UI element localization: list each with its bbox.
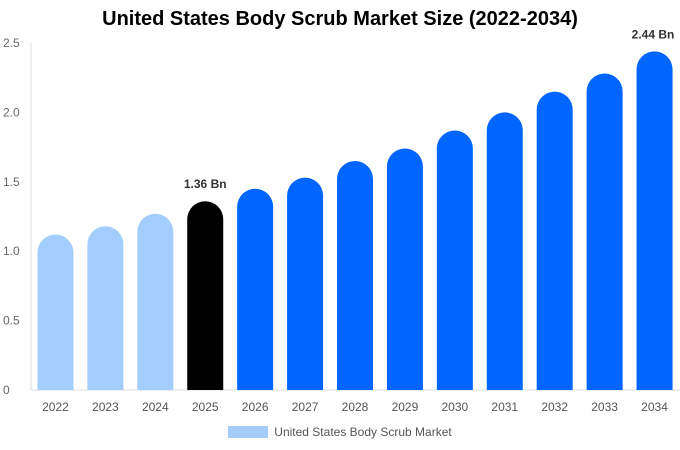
x-tick-label: 2034 [641, 400, 668, 414]
x-tick-label: 2024 [142, 400, 169, 414]
x-tick-label: 2032 [541, 400, 568, 414]
y-tick-label: 2.0 [3, 105, 20, 119]
y-tick-label: 1.5 [3, 175, 20, 189]
x-tick-label: 2026 [242, 400, 269, 414]
bar-2032 [536, 91, 573, 390]
legend[interactable]: United States Body Scrub Market [0, 425, 680, 439]
bar-2030 [436, 130, 473, 390]
chart-title: United States Body Scrub Market Size (20… [102, 8, 578, 30]
legend-swatch [228, 426, 269, 438]
x-tick-label: 2028 [342, 400, 369, 414]
x-tick-label: 2023 [92, 400, 119, 414]
bar-2034 [636, 51, 673, 390]
bar-2023 [87, 226, 124, 390]
x-tick-label: 2027 [292, 400, 319, 414]
y-tick-label: 1.0 [3, 244, 20, 258]
bar-2027 [287, 177, 324, 390]
x-tick-label: 2031 [491, 400, 518, 414]
bar-2024 [137, 213, 174, 390]
bar-2028 [337, 160, 373, 390]
x-tick-label: 2033 [591, 400, 618, 414]
data-label: 2.44 Bn [632, 27, 675, 41]
bar-2029 [386, 148, 423, 390]
y-tick-label: 0 [3, 383, 10, 397]
x-tick-label: 2022 [42, 400, 69, 414]
legend-label: United States Body Scrub Market [274, 425, 452, 439]
x-tick-label: 2029 [392, 400, 419, 414]
y-tick-label: 2.5 [3, 36, 20, 50]
bar-2033 [586, 73, 623, 390]
x-tick-label: 2030 [441, 400, 468, 414]
y-tick-label: 0.5 [3, 314, 20, 328]
bar-2026 [237, 188, 274, 390]
x-tick-label: 2025 [192, 400, 219, 414]
bar-2022 [37, 234, 74, 390]
bar-2031 [486, 112, 523, 391]
data-label: 1.36 Bn [184, 177, 227, 191]
bar-2025 [187, 201, 224, 390]
